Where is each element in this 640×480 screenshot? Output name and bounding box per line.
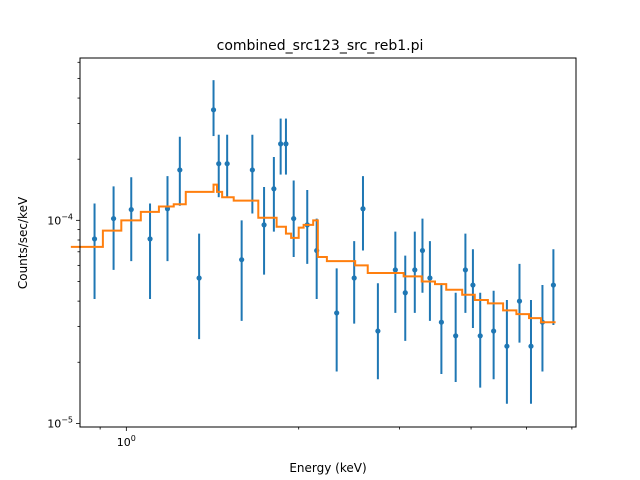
data-point [271, 186, 277, 192]
data-point [261, 222, 267, 228]
data-point [402, 290, 408, 296]
data-point [491, 328, 497, 334]
data-point [239, 257, 245, 263]
data-point [528, 343, 534, 349]
data-point [550, 282, 556, 288]
data-point [249, 167, 255, 173]
data-point [351, 275, 357, 281]
data-point [216, 161, 222, 167]
data-point [334, 310, 340, 316]
data-point [360, 206, 366, 212]
data-point [462, 267, 469, 273]
data-point [470, 282, 476, 288]
data-point [110, 215, 117, 222]
data-point [419, 247, 426, 254]
plot-frame [79, 57, 577, 428]
data-point [453, 333, 459, 339]
data-point [91, 236, 98, 242]
data-point [427, 275, 433, 281]
data-point [128, 206, 134, 213]
data-point [278, 141, 284, 147]
data-point [210, 107, 217, 113]
data-point [375, 328, 381, 334]
data-point [504, 343, 510, 349]
data-point [147, 236, 153, 242]
x-axis-label: Energy (keV) [289, 461, 366, 475]
y-tick-label: 10−5 [47, 415, 73, 430]
plot-area [70, 80, 556, 404]
data-point [477, 333, 483, 339]
data-point [196, 275, 202, 281]
x-tick-label: 100 [117, 434, 136, 449]
y-tick-label: 10−4 [47, 212, 73, 227]
data-point [412, 267, 418, 273]
data-point [224, 161, 230, 167]
data-point [438, 319, 444, 325]
data-point [283, 141, 289, 147]
y-axis-label: Counts/sec/keV [16, 196, 30, 289]
data-point [392, 267, 398, 273]
data-point [516, 298, 523, 304]
data-point [177, 167, 183, 173]
data-point [291, 215, 297, 222]
model-line [70, 183, 556, 324]
chart-title: combined_src123_src_reb1.pi [217, 38, 424, 54]
